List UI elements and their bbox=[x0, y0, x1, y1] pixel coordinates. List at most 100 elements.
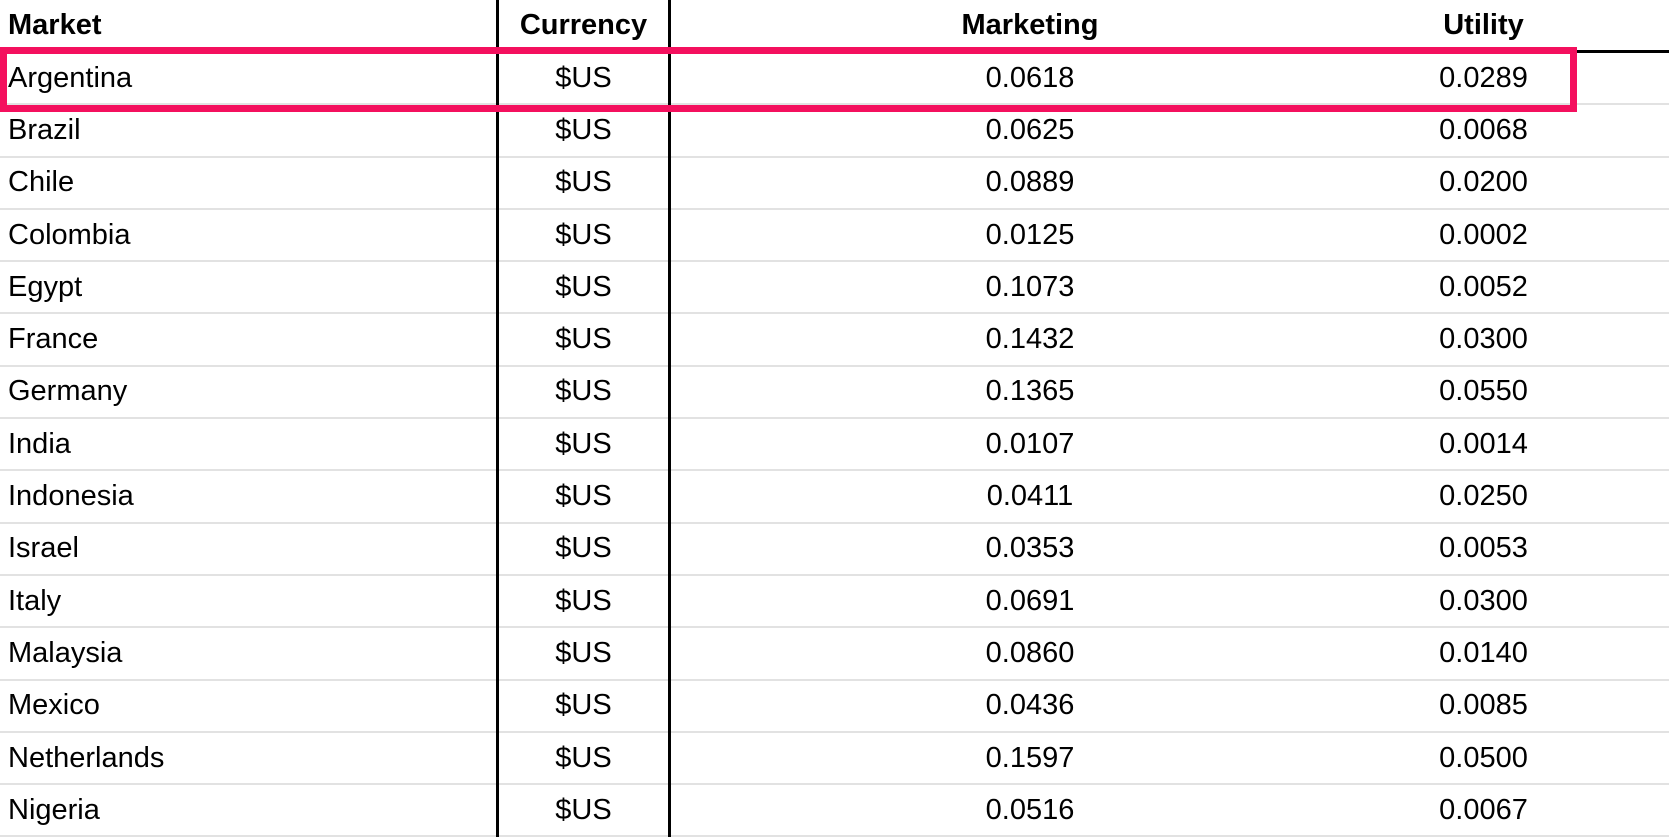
cell-market[interactable]: Mexico bbox=[8, 689, 100, 722]
cell-marketing[interactable]: 0.1432 bbox=[985, 323, 1075, 356]
table-row: Chile $US 0.0889 0.0200 bbox=[0, 158, 1669, 210]
cell-marketing[interactable]: 0.0353 bbox=[985, 532, 1075, 565]
cell-utility[interactable]: 0.0550 bbox=[1439, 375, 1528, 408]
cell-marketing[interactable]: 0.0411 bbox=[986, 480, 1074, 513]
cell-extra bbox=[1577, 471, 1669, 521]
table-row: India $US 0.0107 0.0014 bbox=[0, 419, 1669, 472]
cell-utility[interactable]: 0.0500 bbox=[1439, 741, 1528, 774]
header-currency[interactable]: Currency bbox=[519, 8, 648, 41]
cell-utility[interactable]: 0.0067 bbox=[1439, 793, 1528, 826]
cell-currency[interactable]: $US bbox=[555, 741, 612, 774]
cell-extra bbox=[1577, 158, 1669, 208]
column-border-currency-marketing bbox=[668, 0, 671, 837]
cell-marketing[interactable]: 0.0691 bbox=[985, 584, 1075, 617]
cell-extra bbox=[1577, 105, 1669, 155]
cell-currency[interactable]: $US bbox=[555, 532, 612, 565]
cell-marketing[interactable]: 0.1073 bbox=[985, 270, 1075, 303]
cell-currency[interactable]: $US bbox=[555, 218, 612, 251]
cell-utility[interactable]: 0.0300 bbox=[1439, 584, 1528, 617]
table-row: Brazil $US 0.0625 0.0068 bbox=[0, 105, 1669, 158]
table-row: Netherlands $US 0.1597 0.0500 bbox=[0, 733, 1669, 786]
cell-marketing[interactable]: 0.0860 bbox=[985, 636, 1075, 669]
cell-market[interactable]: Nigeria bbox=[8, 793, 100, 826]
table-row: Mexico $US 0.0436 0.0085 bbox=[0, 681, 1669, 733]
cell-extra bbox=[1577, 681, 1669, 731]
table-row: Nigeria $US 0.0516 0.0067 bbox=[0, 785, 1669, 837]
cell-extra bbox=[1577, 628, 1669, 678]
table-row: Indonesia $US 0.0411 0.0250 bbox=[0, 471, 1669, 524]
cell-market[interactable]: France bbox=[8, 323, 99, 356]
cell-marketing[interactable]: 0.1597 bbox=[985, 741, 1075, 774]
cell-market[interactable]: Egypt bbox=[8, 270, 83, 303]
cell-utility[interactable]: 0.0052 bbox=[1439, 270, 1528, 303]
cell-currency[interactable]: $US bbox=[555, 270, 612, 303]
cell-extra bbox=[1577, 262, 1669, 312]
column-border-market-currency bbox=[496, 0, 499, 837]
cell-extra bbox=[1577, 576, 1669, 626]
cell-extra bbox=[1577, 524, 1669, 574]
cell-utility[interactable]: 0.0289 bbox=[1439, 61, 1528, 94]
table-body: Argentina $US 0.0618 0.0289 Brazil $US 0.0625 0… bbox=[0, 53, 1669, 837]
cell-currency[interactable]: $US bbox=[555, 584, 612, 617]
table-row: Malaysia $US 0.0860 0.0140 bbox=[0, 628, 1669, 681]
cell-marketing[interactable]: 0.0625 bbox=[985, 113, 1075, 146]
table-row: Israel $US 0.0353 0.0053 bbox=[0, 524, 1669, 576]
cell-market[interactable]: Germany bbox=[8, 375, 128, 408]
cell-marketing[interactable]: 0.0125 bbox=[985, 218, 1075, 251]
header-extra-cell bbox=[1577, 0, 1669, 50]
cell-extra bbox=[1577, 785, 1669, 835]
cell-utility[interactable]: 0.0250 bbox=[1439, 480, 1528, 513]
cell-extra bbox=[1577, 733, 1669, 783]
cell-utility[interactable]: 0.0068 bbox=[1439, 113, 1528, 146]
cell-currency[interactable]: $US bbox=[555, 480, 612, 513]
cell-currency[interactable]: $US bbox=[555, 323, 612, 356]
cell-market[interactable]: Argentina bbox=[8, 61, 133, 94]
cell-market[interactable]: Indonesia bbox=[8, 480, 134, 513]
cell-currency[interactable]: $US bbox=[555, 61, 612, 94]
cell-currency[interactable]: $US bbox=[555, 636, 612, 669]
cell-market[interactable]: Colombia bbox=[8, 218, 131, 251]
table-header-row: Market Currency Marketing Utility bbox=[0, 0, 1669, 53]
cell-extra bbox=[1577, 314, 1669, 364]
cell-extra bbox=[1577, 53, 1669, 103]
table-row: Colombia $US 0.0125 0.0002 bbox=[0, 210, 1669, 263]
cell-market[interactable]: Chile bbox=[8, 166, 75, 199]
cell-utility[interactable]: 0.0014 bbox=[1439, 427, 1528, 460]
cell-extra bbox=[1577, 210, 1669, 260]
cell-utility[interactable]: 0.0140 bbox=[1439, 636, 1528, 669]
cell-marketing[interactable]: 0.0516 bbox=[985, 793, 1075, 826]
cell-marketing[interactable]: 0.0889 bbox=[985, 166, 1075, 199]
cell-currency[interactable]: $US bbox=[555, 427, 612, 460]
cell-market[interactable]: Israel bbox=[8, 532, 79, 565]
header-utility[interactable]: Utility bbox=[1443, 8, 1524, 41]
cell-marketing[interactable]: 0.0107 bbox=[985, 427, 1075, 460]
table-row: Egypt $US 0.1073 0.0052 bbox=[0, 262, 1669, 315]
cell-market[interactable]: India bbox=[8, 427, 71, 460]
header-marketing[interactable]: Marketing bbox=[961, 8, 1099, 41]
cell-market[interactable]: Brazil bbox=[8, 113, 81, 146]
cell-currency[interactable]: $US bbox=[555, 166, 612, 199]
cell-extra bbox=[1577, 367, 1669, 417]
cell-market[interactable]: Italy bbox=[8, 584, 62, 617]
cell-marketing[interactable]: 0.0436 bbox=[985, 689, 1075, 722]
cell-marketing[interactable]: 0.1365 bbox=[985, 375, 1075, 408]
table-row: Argentina $US 0.0618 0.0289 bbox=[0, 53, 1669, 106]
cell-currency[interactable]: $US bbox=[555, 793, 612, 826]
cell-utility[interactable]: 0.0002 bbox=[1439, 218, 1528, 251]
cell-currency[interactable]: $US bbox=[555, 375, 612, 408]
table-row: Germany $US 0.1365 0.0550 bbox=[0, 367, 1669, 420]
cell-utility[interactable]: 0.0300 bbox=[1439, 323, 1528, 356]
header-market[interactable]: Market bbox=[8, 8, 102, 41]
cell-marketing[interactable]: 0.0618 bbox=[985, 61, 1075, 94]
cell-utility[interactable]: 0.0053 bbox=[1439, 532, 1528, 565]
cell-extra bbox=[1577, 419, 1669, 469]
cell-currency[interactable]: $US bbox=[555, 689, 612, 722]
cell-utility[interactable]: 0.0085 bbox=[1439, 689, 1528, 722]
cell-market[interactable]: Malaysia bbox=[8, 636, 123, 669]
table-row: Italy $US 0.0691 0.0300 bbox=[0, 576, 1669, 629]
table-row: France $US 0.1432 0.0300 bbox=[0, 314, 1669, 367]
cell-currency[interactable]: $US bbox=[555, 113, 612, 146]
cell-utility[interactable]: 0.0200 bbox=[1439, 166, 1528, 199]
cell-market[interactable]: Netherlands bbox=[8, 741, 165, 774]
